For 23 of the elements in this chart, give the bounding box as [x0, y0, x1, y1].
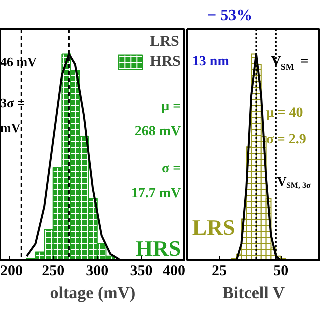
annotation: σ = 2.9 [266, 132, 306, 148]
legend-label: HRS [150, 54, 181, 70]
annotation: mV [0, 120, 22, 136]
x-tick-label: 50 [274, 264, 289, 280]
annotation: 46 mV [0, 54, 38, 70]
x-axis-title: Bitcell V [222, 284, 286, 302]
annotation: 13 nm [192, 54, 230, 70]
annotation: μ = [162, 100, 182, 115]
annotation: σ = [162, 162, 182, 176]
x-axis-title: oltage (mV) [50, 284, 136, 302]
x-tick-label: 25 [212, 264, 228, 280]
x-tick-label: 250 [42, 264, 65, 280]
x-tick-label: 200 [0, 264, 23, 280]
annotation: HRS [136, 236, 182, 261]
x-tick-label: 400 [163, 264, 186, 280]
x-tick-label: 350 [130, 264, 153, 280]
text: LRS [150, 34, 180, 50]
x-tick-label: 300 [86, 264, 109, 280]
annotation: LRS [192, 215, 236, 240]
chart-title: − 53% [208, 8, 253, 24]
annotation: μ = 40 [266, 106, 304, 121]
annotation: 268 mV [134, 124, 182, 140]
annotation: 17.7 mV [131, 186, 182, 202]
